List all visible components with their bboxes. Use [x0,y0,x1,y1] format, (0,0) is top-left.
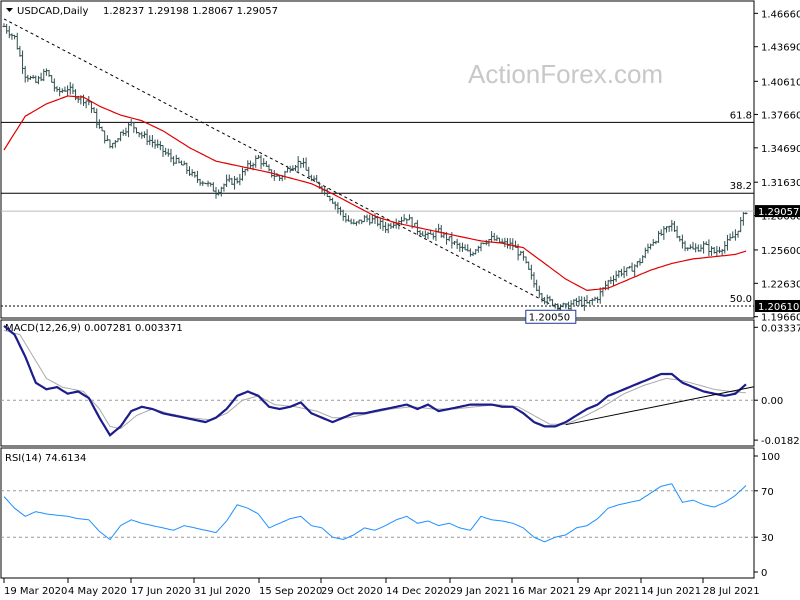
price-trendline [3,18,567,313]
level-label: 38.2 [730,181,752,192]
rsi-tick-label: 30 [761,533,774,544]
rsi-axis: 100 70 30 0 [754,452,780,579]
date-tick-label: 29 Apr 2021 [578,586,640,597]
price-tick-label: 1.34690 [761,144,800,155]
symbol-label: USDCAD,Daily [17,6,88,17]
macd-line [3,325,747,437]
macd-trendline [565,386,755,426]
price-tick-label: 1.22630 [761,279,800,290]
macd-tick-label: -0.018262 [761,436,800,447]
date-tick-label: 29 Jan 2021 [450,586,510,597]
date-tick-label: 14 Jun 2021 [641,586,701,597]
price-tick-label: 1.46660 [761,9,800,20]
watermark: ActionForex.com [468,59,663,89]
rsi-panel [0,447,755,579]
trendlines [3,18,567,313]
swing-low-box [525,309,577,324]
date-tick-label: 16 Mar 2021 [512,586,575,597]
macd-title: MACD(12,26,9) 0.007281 0.003371 [5,323,183,334]
rsi-line [3,483,747,543]
macd-panel [0,319,755,447]
rsi-tick-label: 0 [761,568,767,579]
date-tick-label: 28 Jul 2021 [703,586,760,597]
horizontal-levels: 61.8 38.2 50.0 [1,110,754,307]
date-tick-label: 15 Sep 2020 [259,586,322,597]
price-tick-label: 1.40610 [761,77,800,88]
price-tick-label: 1.19660 [761,313,800,324]
date-tick-label: 29 Oct 2020 [321,586,383,597]
macd-axis: 0.03337 0.00 -0.018262 [754,323,800,447]
macd-tick-label: 0.00 [761,396,783,407]
rsi-title: RSI(14) 74.6134 [5,453,86,464]
price-bars [2,23,748,314]
price-tick-label: 1.43690 [761,43,800,54]
date-tick-label: 14 Dec 2020 [386,586,450,597]
price-tick-label: 1.37660 [761,110,800,121]
level-label: 61.8 [730,110,752,121]
price-tick-label: 1.31630 [761,178,800,189]
date-tick-label: 4 May 2020 [68,586,127,597]
date-tick-label: 17 Jun 2020 [131,586,191,597]
price-tags: 1.29057 1.20610 1.20050 [525,205,800,324]
rsi-tick-label: 100 [761,452,780,463]
date-tick-label: 31 Jul 2020 [194,586,251,597]
date-tick-label: 19 Mar 2020 [4,586,67,597]
rsi-tick-label: 70 [761,487,774,498]
level-label: 50.0 [730,294,752,305]
swing-low-label: 1.20050 [529,312,570,323]
price-tag-label: 1.20610 [758,302,799,313]
ohlc-label: 1.28237 1.29198 1.28067 1.29057 [103,6,278,17]
price-tag-label: 1.29057 [758,207,799,218]
price-tag-bg [755,205,800,218]
collapse-triangle-icon[interactable] [6,8,13,12]
moving-average-line [3,95,747,292]
date-axis: 19 Mar 2020 4 May 2020 17 Jun 2020 31 Jul 2… [3,578,760,597]
price-tag-bg [755,299,800,312]
macd-tick-label: 0.03337 [761,323,800,334]
price-tick-label: 1.25600 [761,246,800,257]
price-panel [0,0,755,319]
